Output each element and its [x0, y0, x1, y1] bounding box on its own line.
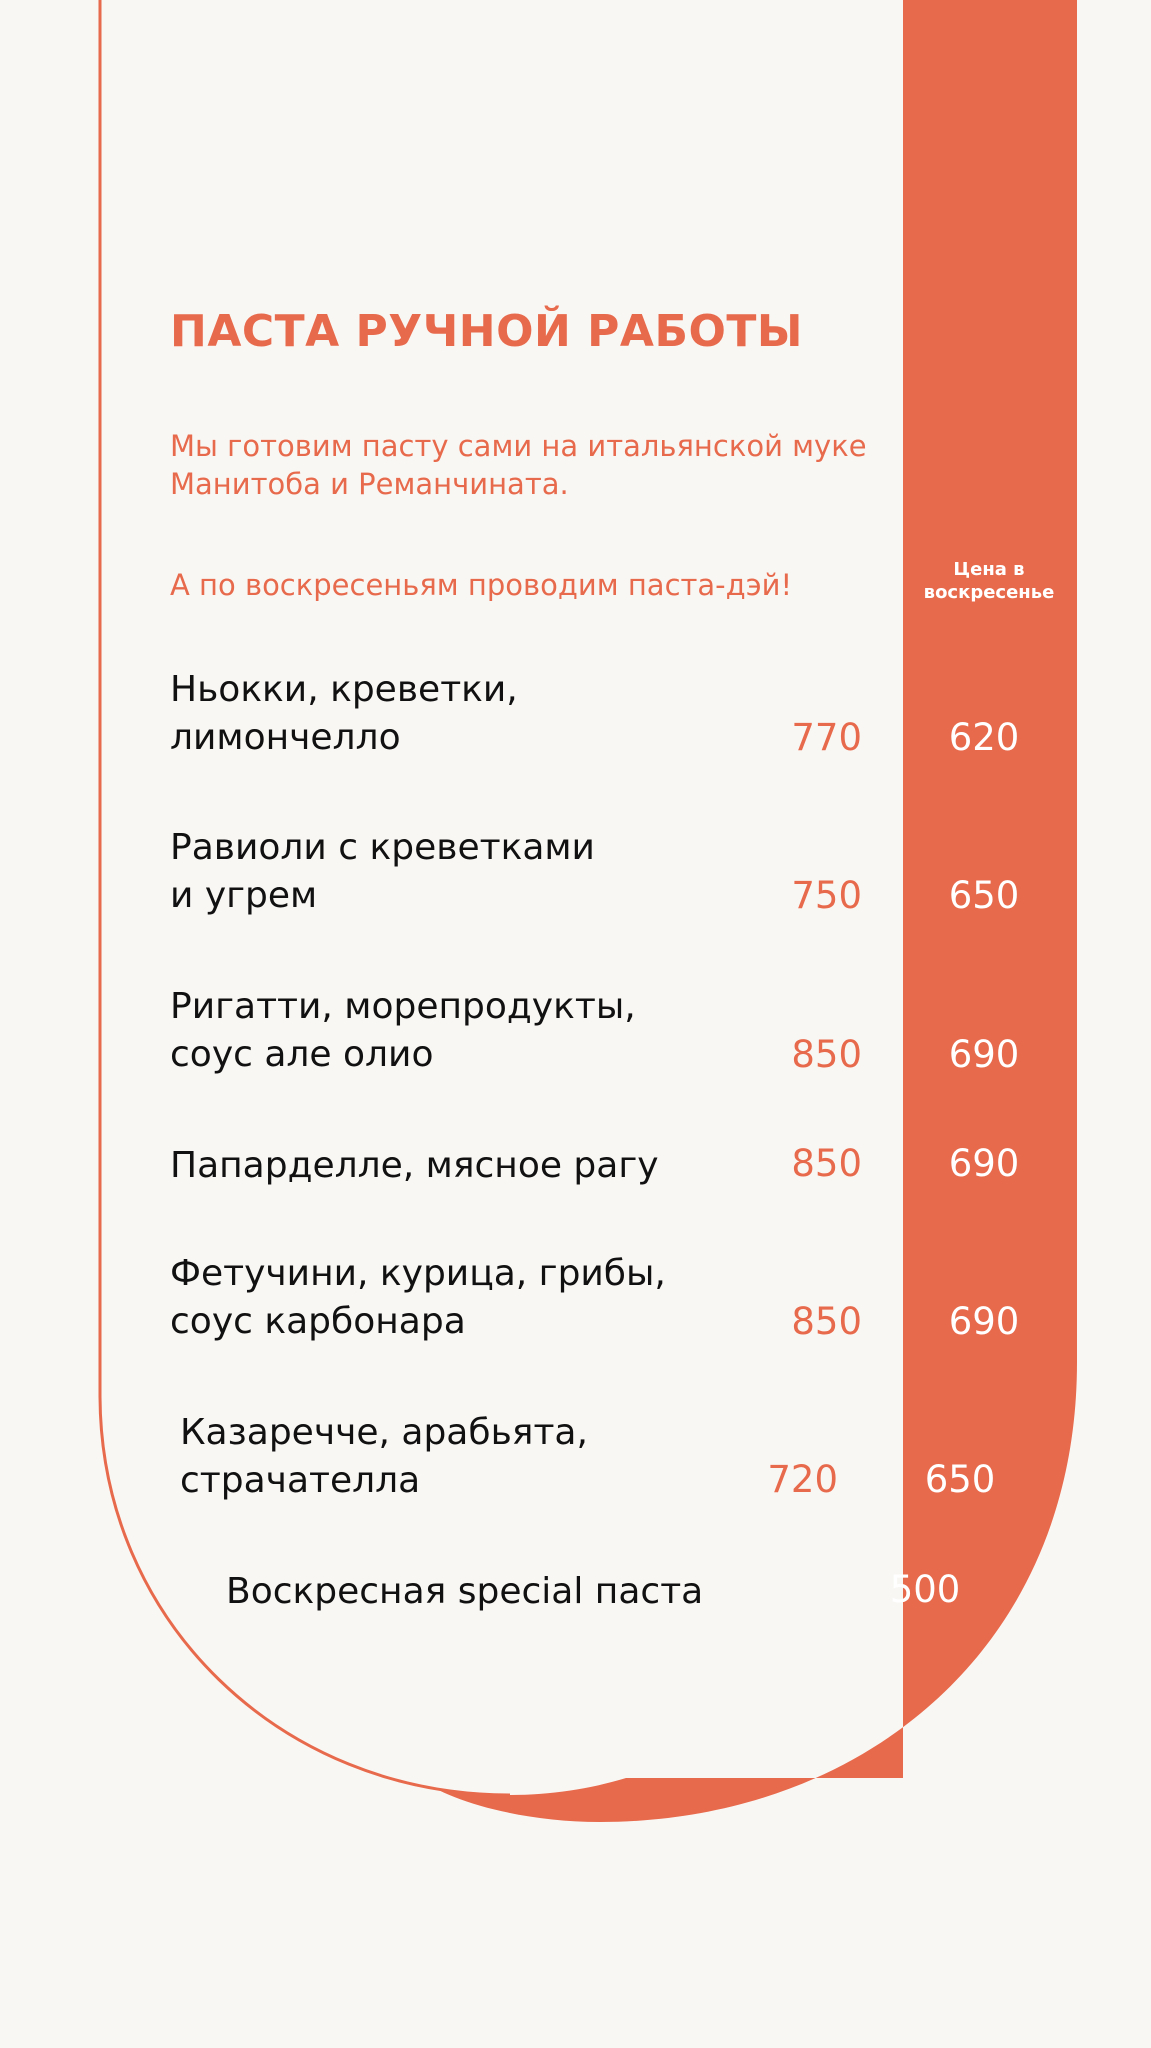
menu-section-title: ПАСТА РУЧНОЙ РАБОТЫ	[170, 306, 803, 357]
menu-item-price: 850	[791, 1300, 862, 1343]
menu-item-price: 770	[791, 716, 862, 759]
menu-panel-outline	[98, 0, 511, 1797]
menu-item-name: Фетучини, курица, грибы, соус карбонара	[170, 1253, 666, 1342]
pasta-day-text: А по воскресеньям проводим паста-дэй!	[170, 568, 793, 602]
menu-item-price: 750	[791, 874, 862, 917]
menu-item-name: Папарделле, мясное рагу	[170, 1145, 659, 1186]
menu-item-sunday-price: 650	[924, 1458, 996, 1501]
menu-item-name: Равиоли с креветками и угрем	[170, 827, 595, 916]
menu-item-price: 850	[791, 1142, 862, 1185]
sunday-price-band	[420, 0, 1077, 1822]
menu-item-sunday-price: 690	[948, 1300, 1020, 1343]
menu-item-sunday-price: 500	[889, 1568, 961, 1611]
menu-item-sunday-price: 620	[948, 716, 1020, 759]
menu-item-name: Воскресная special паста	[226, 1571, 704, 1612]
menu-item-price: 720	[767, 1458, 838, 1501]
menu-item-sunday-price: 690	[948, 1142, 1020, 1185]
sunday-price-header: Цена в воскресенье	[923, 559, 1055, 603]
menu-item-name: Ньокки, креветки, лимончелло	[170, 669, 518, 758]
menu-item-sunday-price: 690	[948, 1033, 1020, 1076]
menu-intro-text: Мы готовим пасту сами на итальянской мук…	[170, 429, 867, 501]
menu-item-name: Ригатти, морепродукты, соус але олио	[170, 986, 636, 1075]
menu-item-price: 850	[791, 1033, 862, 1076]
menu-panel	[100, 0, 903, 1795]
menu-item-sunday-price: 650	[948, 874, 1020, 917]
menu-item-name: Казаречче, арабьята, страчателла	[180, 1412, 588, 1501]
